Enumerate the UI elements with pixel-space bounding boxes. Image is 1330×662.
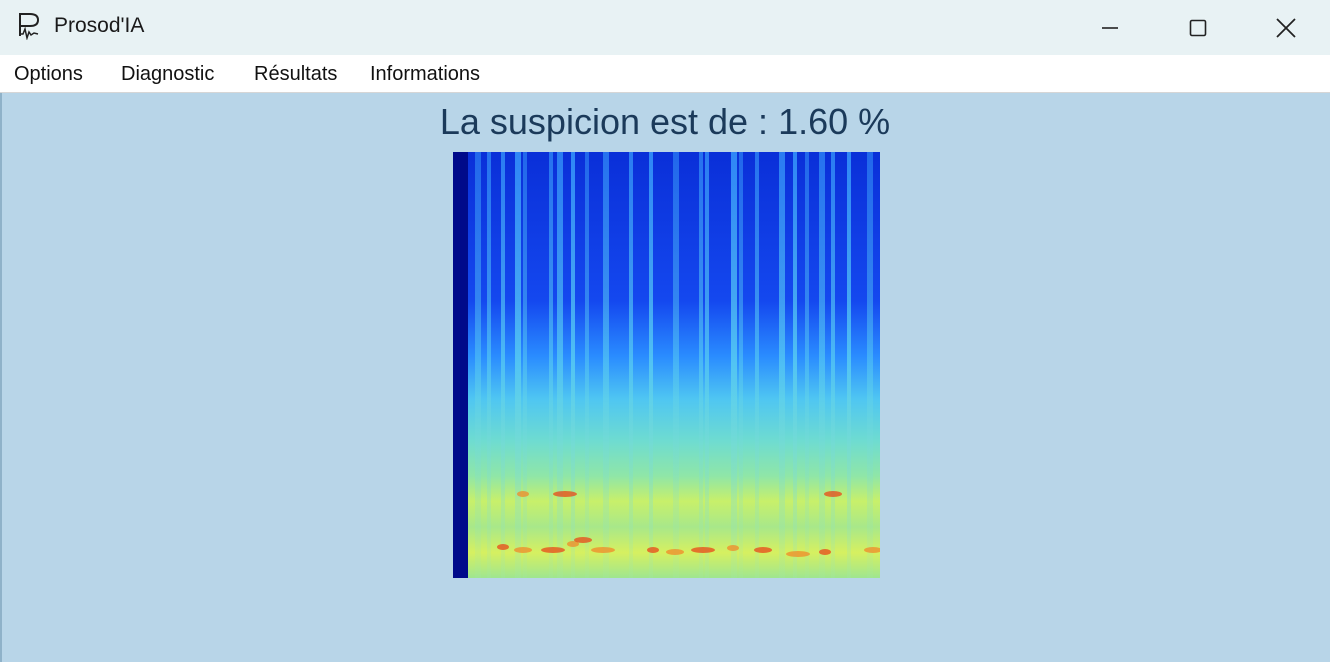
menu-options[interactable]: Options (14, 63, 83, 85)
menu-diagnostic[interactable]: Diagnostic (121, 63, 215, 85)
window-border (0, 93, 2, 662)
maximize-icon (1189, 19, 1207, 36)
spectrogram-image (453, 152, 880, 578)
close-icon (1276, 17, 1296, 38)
menu-bar: Options Diagnostic Résultats Information… (0, 55, 1330, 93)
menu-informations[interactable]: Informations (370, 63, 481, 85)
window-title: Prosod'IA (54, 14, 145, 37)
maximize-button[interactable] (1154, 0, 1242, 55)
close-button[interactable] (1242, 0, 1330, 55)
minimize-icon (1102, 26, 1118, 29)
menu-resultats[interactable]: Résultats (254, 63, 338, 85)
prosodia-logo-icon (16, 10, 46, 41)
main-panel: La suspicion est de : 1.60 % (0, 93, 1330, 662)
suspicion-result: La suspicion est de : 1.60 % (439, 101, 891, 142)
title-bar[interactable]: Prosod'IA (0, 0, 1330, 55)
minimize-button[interactable] (1066, 0, 1154, 55)
